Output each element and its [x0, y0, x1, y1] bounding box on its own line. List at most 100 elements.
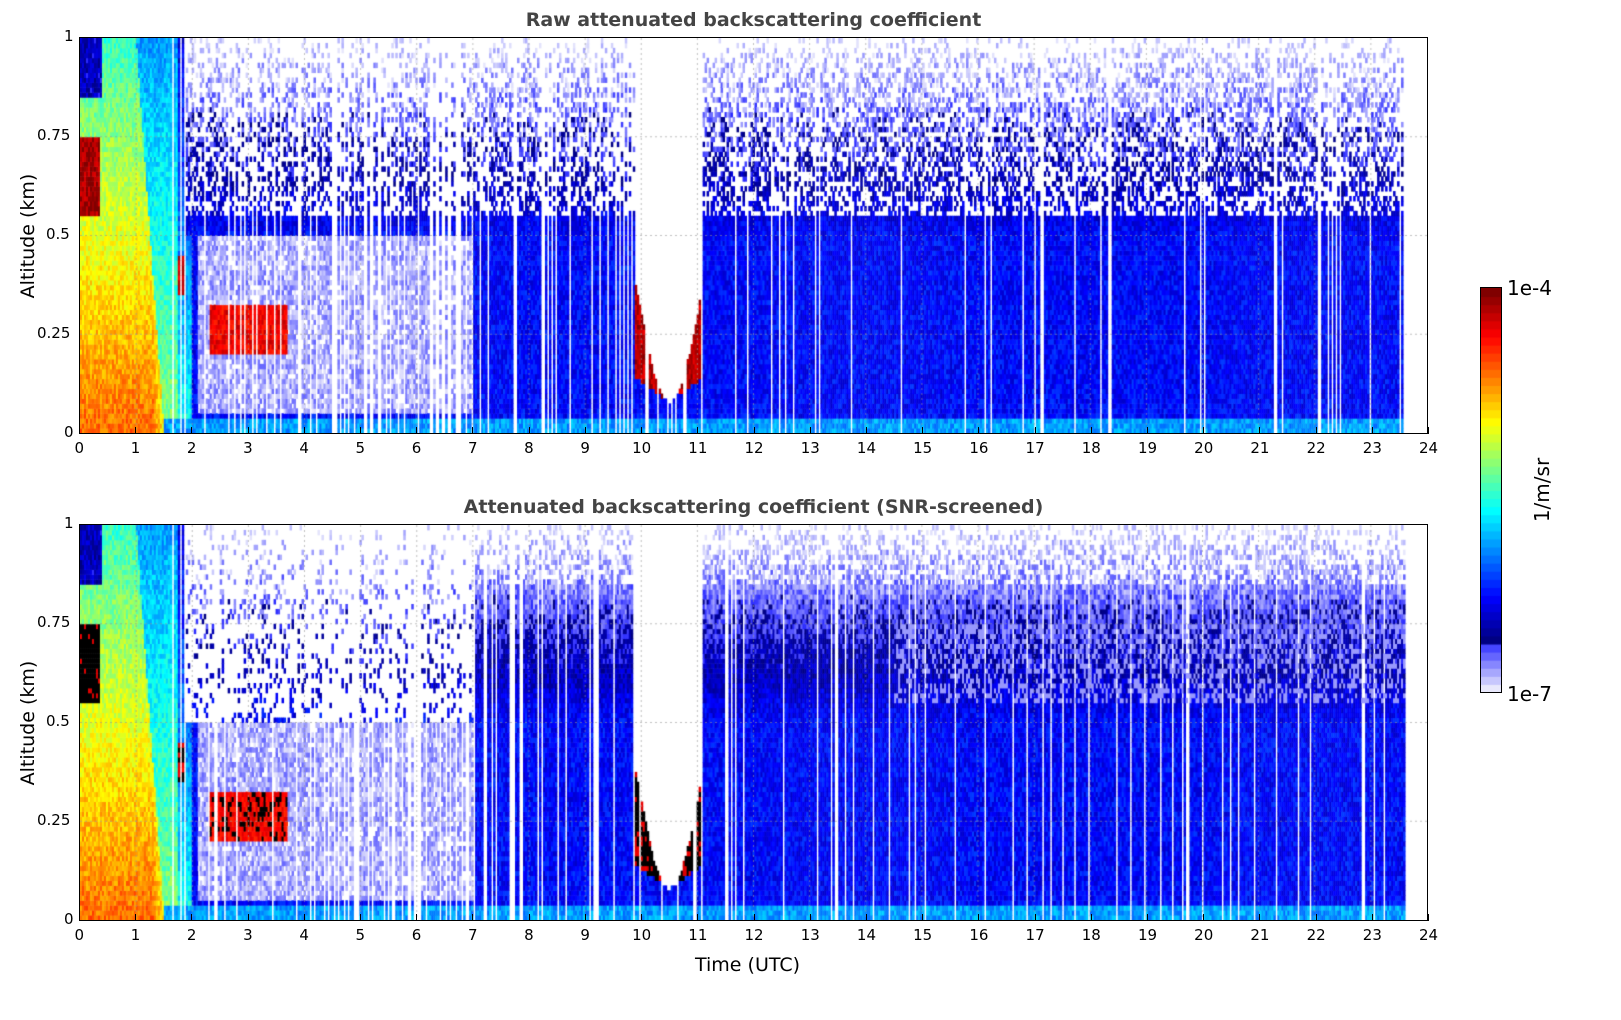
x-tick-label: 17: [1025, 439, 1045, 457]
x-tick-label: 16: [969, 926, 989, 944]
x-tick-label: 17: [1025, 926, 1045, 944]
x-tick-mark: [809, 914, 811, 921]
colorbar: [1480, 287, 1502, 693]
x-tick-mark: [1371, 914, 1373, 921]
colorbar-min-label: 1e-7: [1507, 682, 1552, 706]
x-tick-mark: [922, 427, 924, 434]
x-tick-mark: [360, 427, 362, 434]
x-tick-label: 22: [1306, 926, 1326, 944]
x-tick-mark: [809, 427, 811, 434]
x-tick-mark: [416, 914, 418, 921]
y-tick-label: 1: [64, 27, 74, 45]
x-tick-label: 9: [580, 926, 590, 944]
x-axis-label: Time (UTC): [695, 954, 801, 976]
top-chart-title: Raw attenuated backscattering coefficien…: [525, 9, 982, 31]
x-tick-mark: [528, 914, 530, 921]
x-tick-mark: [1259, 914, 1261, 921]
x-tick-label: 22: [1306, 439, 1326, 457]
x-tick-mark: [697, 914, 699, 921]
x-tick-label: 12: [744, 439, 764, 457]
bottom-chart-title: Attenuated backscattering coefficient (S…: [463, 496, 1044, 518]
x-tick-label: 9: [580, 439, 590, 457]
bottom-y-axis-label: Altitude (km): [17, 660, 39, 786]
x-tick-label: 10: [632, 926, 652, 944]
x-tick-mark: [1034, 427, 1036, 434]
x-tick-label: 3: [243, 926, 253, 944]
x-tick-label: 18: [1081, 926, 1101, 944]
y-tick-label: 0: [64, 910, 74, 928]
x-tick-label: 13: [800, 926, 820, 944]
x-tick-label: 19: [1137, 926, 1158, 944]
x-tick-mark: [472, 914, 474, 921]
x-tick-mark: [416, 427, 418, 434]
x-tick-label: 15: [913, 439, 933, 457]
x-tick-label: 23: [1362, 926, 1382, 944]
y-tick-label: 0.5: [46, 712, 70, 730]
x-tick-mark: [1203, 914, 1205, 921]
x-tick-mark: [1315, 427, 1317, 434]
x-tick-mark: [1259, 427, 1261, 434]
x-tick-mark: [135, 914, 137, 921]
x-tick-label: 16: [969, 439, 989, 457]
x-tick-label: 5: [355, 926, 366, 944]
x-tick-mark: [472, 427, 474, 434]
x-tick-mark: [865, 914, 867, 921]
x-tick-label: 15: [913, 926, 933, 944]
y-tick-label: 0.75: [37, 126, 71, 144]
x-tick-mark: [528, 427, 530, 434]
colorbar-unit-label: 1/m/sr: [1530, 457, 1555, 523]
x-tick-mark: [584, 914, 586, 921]
x-tick-label: 10: [632, 439, 652, 457]
x-tick-label: 8: [524, 926, 534, 944]
x-tick-label: 19: [1137, 439, 1158, 457]
x-tick-mark: [753, 427, 755, 434]
y-tick-label: 0.25: [37, 324, 71, 342]
y-tick-label: 0.75: [37, 613, 71, 631]
x-tick-label: 11: [688, 439, 708, 457]
bottom-heatmap: [79, 524, 1428, 921]
x-tick-mark: [697, 427, 699, 434]
x-tick-label: 12: [744, 926, 764, 944]
x-tick-label: 4: [299, 926, 309, 944]
x-tick-label: 0: [74, 439, 85, 457]
x-tick-label: 14: [856, 439, 876, 457]
y-tick-label: 1: [64, 514, 74, 532]
x-tick-label: 24: [1419, 926, 1439, 944]
y-tick-label: 0.25: [37, 811, 71, 829]
x-tick-mark: [641, 914, 643, 921]
x-tick-label: 14: [856, 926, 876, 944]
x-tick-mark: [1034, 914, 1036, 921]
x-tick-label: 21: [1250, 439, 1270, 457]
x-tick-mark: [135, 427, 137, 434]
x-tick-mark: [303, 914, 305, 921]
x-tick-mark: [1428, 427, 1429, 434]
x-tick-mark: [191, 914, 193, 921]
y-tick-label: 0.5: [46, 225, 70, 243]
x-tick-mark: [1146, 914, 1148, 921]
colorbar-max-label: 1e-4: [1507, 276, 1552, 300]
x-tick-label: 20: [1194, 926, 1214, 944]
x-tick-mark: [360, 914, 362, 921]
x-tick-label: 23: [1362, 439, 1382, 457]
x-tick-mark: [247, 427, 249, 434]
x-tick-mark: [865, 427, 867, 434]
x-tick-label: 2: [186, 926, 197, 944]
x-tick-mark: [978, 914, 980, 921]
x-tick-mark: [1090, 914, 1092, 921]
x-tick-label: 8: [524, 439, 534, 457]
x-tick-label: 13: [800, 439, 820, 457]
x-tick-mark: [922, 914, 924, 921]
x-tick-mark: [1428, 914, 1429, 921]
y-tick-label: 0: [64, 423, 74, 441]
x-tick-label: 24: [1419, 439, 1439, 457]
x-tick-label: 4: [299, 439, 309, 457]
x-tick-label: 11: [688, 926, 708, 944]
x-tick-label: 6: [411, 439, 422, 457]
x-tick-label: 21: [1250, 926, 1270, 944]
x-tick-label: 1: [130, 439, 141, 457]
x-tick-mark: [641, 427, 643, 434]
x-tick-label: 1: [130, 926, 141, 944]
x-tick-mark: [1146, 427, 1148, 434]
x-tick-mark: [1371, 427, 1373, 434]
x-tick-mark: [978, 427, 980, 434]
